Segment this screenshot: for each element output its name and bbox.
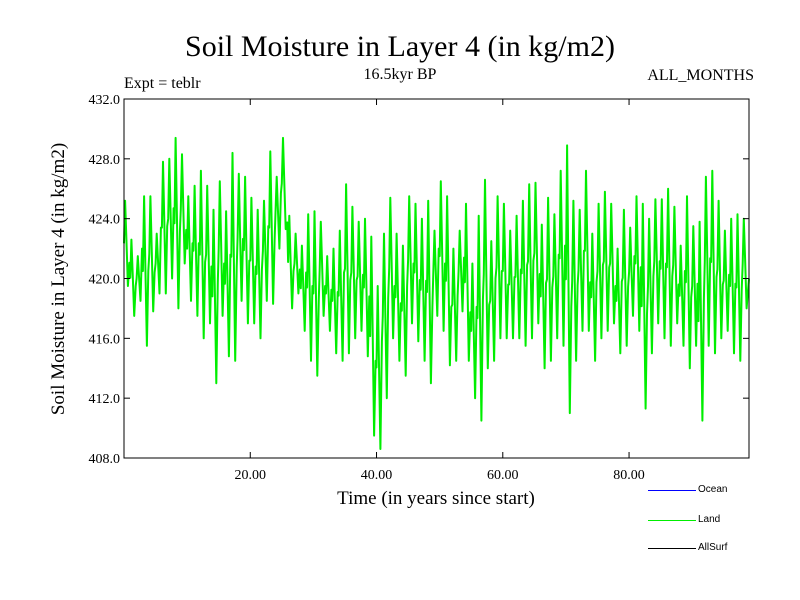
x-axis-label: Time (in years since start) bbox=[337, 488, 535, 509]
legend-label-allsurf: AllSurf bbox=[698, 542, 728, 553]
legend-item-ocean: Ocean bbox=[648, 484, 768, 496]
y-tick-label: 408.0 bbox=[89, 452, 121, 467]
y-tick-label: 432.0 bbox=[89, 93, 121, 108]
x-tick-label: 40.00 bbox=[361, 468, 393, 483]
series-layer bbox=[123, 136, 750, 450]
legend: Ocean Land AllSurf bbox=[648, 484, 768, 574]
experiment-label: Expt = teblr bbox=[124, 75, 201, 92]
legend-label-land: Land bbox=[698, 514, 721, 525]
chart-title: Soil Moisture in Layer 4 (in kg/m2) bbox=[185, 30, 615, 63]
legend-swatch-allsurf bbox=[648, 548, 696, 549]
y-tick-label: 424.0 bbox=[89, 213, 121, 228]
legend-swatch-ocean bbox=[648, 490, 696, 491]
y-tick-label: 428.0 bbox=[89, 153, 121, 168]
ticks-layer: 408.0 412.0 416.0 420.0 424.0 428.0 432.0 20.00… bbox=[89, 93, 749, 483]
y-tick-label: 412.0 bbox=[89, 392, 121, 407]
x-tick-label: 20.00 bbox=[235, 468, 267, 483]
legend-item-land: Land bbox=[648, 514, 768, 526]
legend-item-allsurf: AllSurf bbox=[648, 542, 768, 554]
chart-subtitle: 16.5kyr BP bbox=[363, 66, 437, 83]
months-label: ALL_MONTHS bbox=[647, 67, 754, 84]
y-axis-label: Soil Moisture in Layer 4 (in kg/m2) bbox=[48, 143, 69, 415]
y-tick-label: 420.0 bbox=[89, 273, 121, 288]
legend-label-ocean: Ocean bbox=[698, 484, 728, 495]
x-tick-label: 80.00 bbox=[613, 468, 645, 483]
y-tick-label: 416.0 bbox=[89, 332, 121, 347]
x-tick-label: 60.00 bbox=[487, 468, 519, 483]
legend-swatch-land bbox=[648, 520, 696, 521]
series-line-land bbox=[123, 136, 750, 450]
